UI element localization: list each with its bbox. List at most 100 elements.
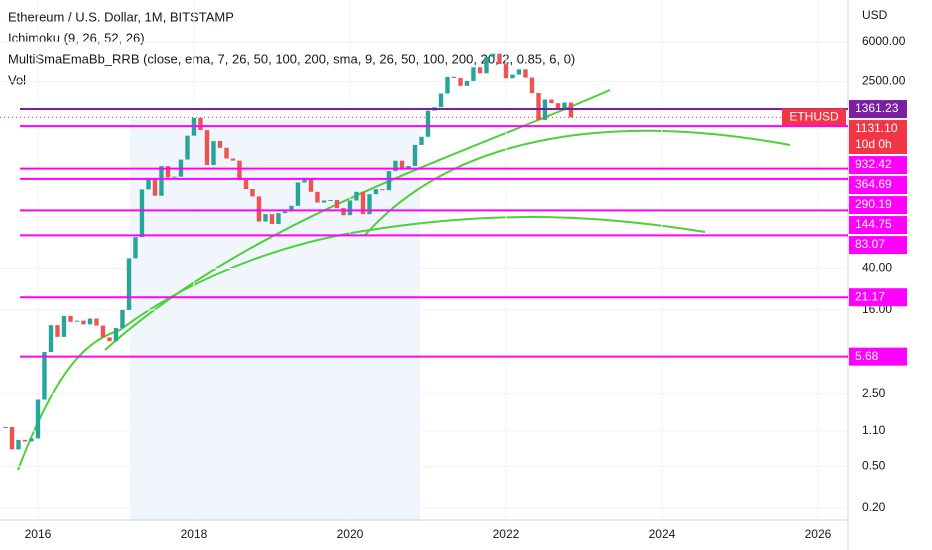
- candle: [347, 200, 353, 216]
- level-label: 83.07: [855, 237, 885, 251]
- y-tick-label: 2.50: [862, 386, 886, 400]
- candle: [113, 328, 119, 342]
- candle: [224, 147, 229, 159]
- symbol-tag: ETHUSD: [789, 110, 839, 124]
- candle: [386, 171, 392, 191]
- level-label: 144.75: [855, 217, 892, 231]
- level-label: 290.19: [855, 197, 892, 211]
- candle: [393, 160, 398, 172]
- candle: [276, 213, 281, 224]
- level-label: 5.68: [855, 349, 879, 363]
- candle: [35, 399, 41, 439]
- candle: [425, 110, 431, 137]
- level-label-bg: [849, 120, 907, 155]
- candle: [484, 56, 489, 74]
- candle: [172, 176, 177, 178]
- candle: [367, 194, 372, 215]
- candle: [497, 53, 502, 65]
- candle: [302, 178, 307, 183]
- candle: [55, 325, 60, 337]
- candle: [471, 67, 476, 81]
- y-tick-label: 2500.00: [862, 74, 906, 88]
- level-label: 1131.10: [855, 121, 898, 135]
- candle: [464, 80, 470, 86]
- x-tick-label: 2018: [181, 527, 208, 541]
- level-label-bg: [849, 176, 907, 195]
- indicator: Vol: [8, 72, 26, 87]
- candle: [100, 325, 106, 338]
- candle: [295, 182, 301, 206]
- candle: [438, 93, 444, 108]
- candle: [269, 214, 275, 224]
- candle: [9, 426, 15, 450]
- title: Ethereum / U.S. Dollar, 1M, BITSTAMP: [8, 9, 234, 24]
- candle: [510, 74, 515, 79]
- candle: [328, 199, 333, 201]
- countdown: 10d 0h: [855, 137, 892, 151]
- symbol-tag-bg: [782, 108, 846, 127]
- candle: [321, 200, 327, 203]
- candle: [334, 199, 340, 209]
- candle: [451, 76, 457, 78]
- candle: [74, 320, 80, 322]
- axis-unit: USD: [862, 8, 888, 22]
- x-tick-label: 2020: [337, 527, 364, 541]
- candle: [185, 135, 190, 160]
- level-label-bg: [849, 288, 907, 307]
- y-tick-label: 6000.00: [862, 34, 906, 48]
- candle: [87, 318, 93, 325]
- candle: [536, 93, 541, 120]
- candle: [360, 191, 366, 215]
- candle: [94, 318, 99, 326]
- level-label: 21.17: [855, 289, 885, 303]
- level-label-bg: [849, 216, 907, 235]
- candle: [107, 337, 112, 342]
- x-tick-label: 2016: [25, 527, 52, 541]
- candle: [146, 178, 151, 190]
- y-tick-label: 1.10: [862, 423, 886, 437]
- candle: [458, 77, 463, 86]
- candle: [3, 426, 8, 428]
- candle: [204, 130, 210, 165]
- level-label: 932.42: [855, 157, 892, 171]
- candle: [523, 69, 528, 78]
- candle: [217, 141, 223, 148]
- level-label-bg: [849, 236, 907, 255]
- y-tick-label: 0.50: [862, 459, 886, 473]
- level-label-bg: [849, 100, 907, 119]
- level-label-bg: [849, 196, 907, 215]
- candle: [139, 189, 145, 238]
- candle: [315, 191, 320, 203]
- level-label: 1361.23: [855, 101, 899, 115]
- candle: [354, 191, 359, 201]
- candle: [445, 76, 450, 94]
- candle: [126, 258, 132, 310]
- candle: [380, 189, 385, 191]
- candle: [503, 64, 509, 79]
- candle: [198, 117, 203, 131]
- band-fill: [130, 120, 420, 520]
- candle: [282, 211, 288, 214]
- candle: [555, 103, 561, 111]
- candle: [42, 351, 47, 400]
- trend-curve: [17, 216, 706, 471]
- level-label: 364.69: [855, 177, 892, 191]
- trend-curve: [364, 129, 791, 236]
- candle: [133, 237, 138, 259]
- candle: [243, 180, 249, 190]
- candle: [81, 320, 86, 325]
- candle: [250, 189, 255, 197]
- candle: [373, 189, 379, 195]
- candle: [419, 136, 424, 145]
- candle: [516, 69, 522, 75]
- level-label-bg: [849, 347, 907, 366]
- candle: [529, 77, 535, 94]
- candle: [256, 196, 262, 222]
- candle: [289, 205, 294, 212]
- candle: [263, 214, 268, 222]
- level-label-bg: [849, 156, 907, 175]
- x-tick-label: 2026: [805, 527, 832, 541]
- candle: [308, 178, 314, 192]
- candle: [165, 166, 171, 178]
- candle: [16, 439, 21, 450]
